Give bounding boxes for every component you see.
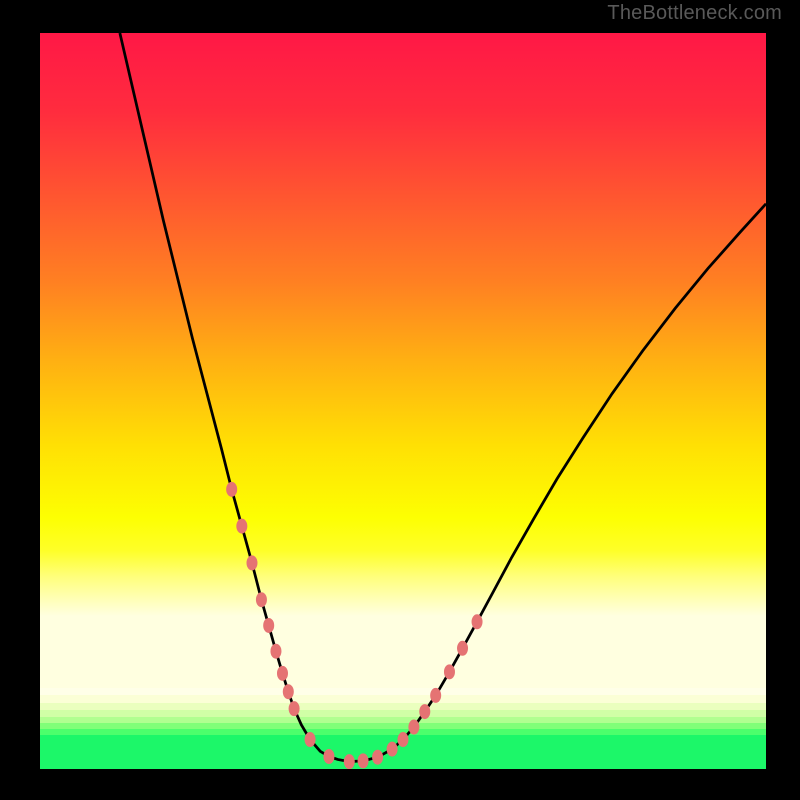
data-marker [246, 555, 257, 570]
plot-area [40, 33, 766, 769]
data-marker [358, 753, 369, 768]
data-marker [277, 666, 288, 681]
data-marker [419, 704, 430, 719]
data-marker [372, 750, 383, 765]
data-marker [408, 720, 419, 735]
data-marker [289, 701, 300, 716]
data-marker [236, 519, 247, 534]
data-marker [263, 618, 274, 633]
data-marker [283, 684, 294, 699]
curve-right-branch [349, 204, 766, 762]
markers-group [226, 482, 482, 769]
watermark-text: TheBottleneck.com [607, 2, 782, 25]
data-marker [472, 614, 483, 629]
data-marker [344, 754, 355, 769]
data-marker [444, 664, 455, 679]
data-marker [387, 742, 398, 757]
data-marker [270, 644, 281, 659]
data-marker [430, 688, 441, 703]
data-marker [305, 732, 316, 747]
data-marker [226, 482, 237, 497]
data-marker [457, 641, 468, 656]
data-marker [256, 592, 267, 607]
curve-left-branch [120, 33, 349, 762]
curve-svg [40, 33, 766, 769]
data-marker [323, 749, 334, 764]
data-marker [397, 732, 408, 747]
